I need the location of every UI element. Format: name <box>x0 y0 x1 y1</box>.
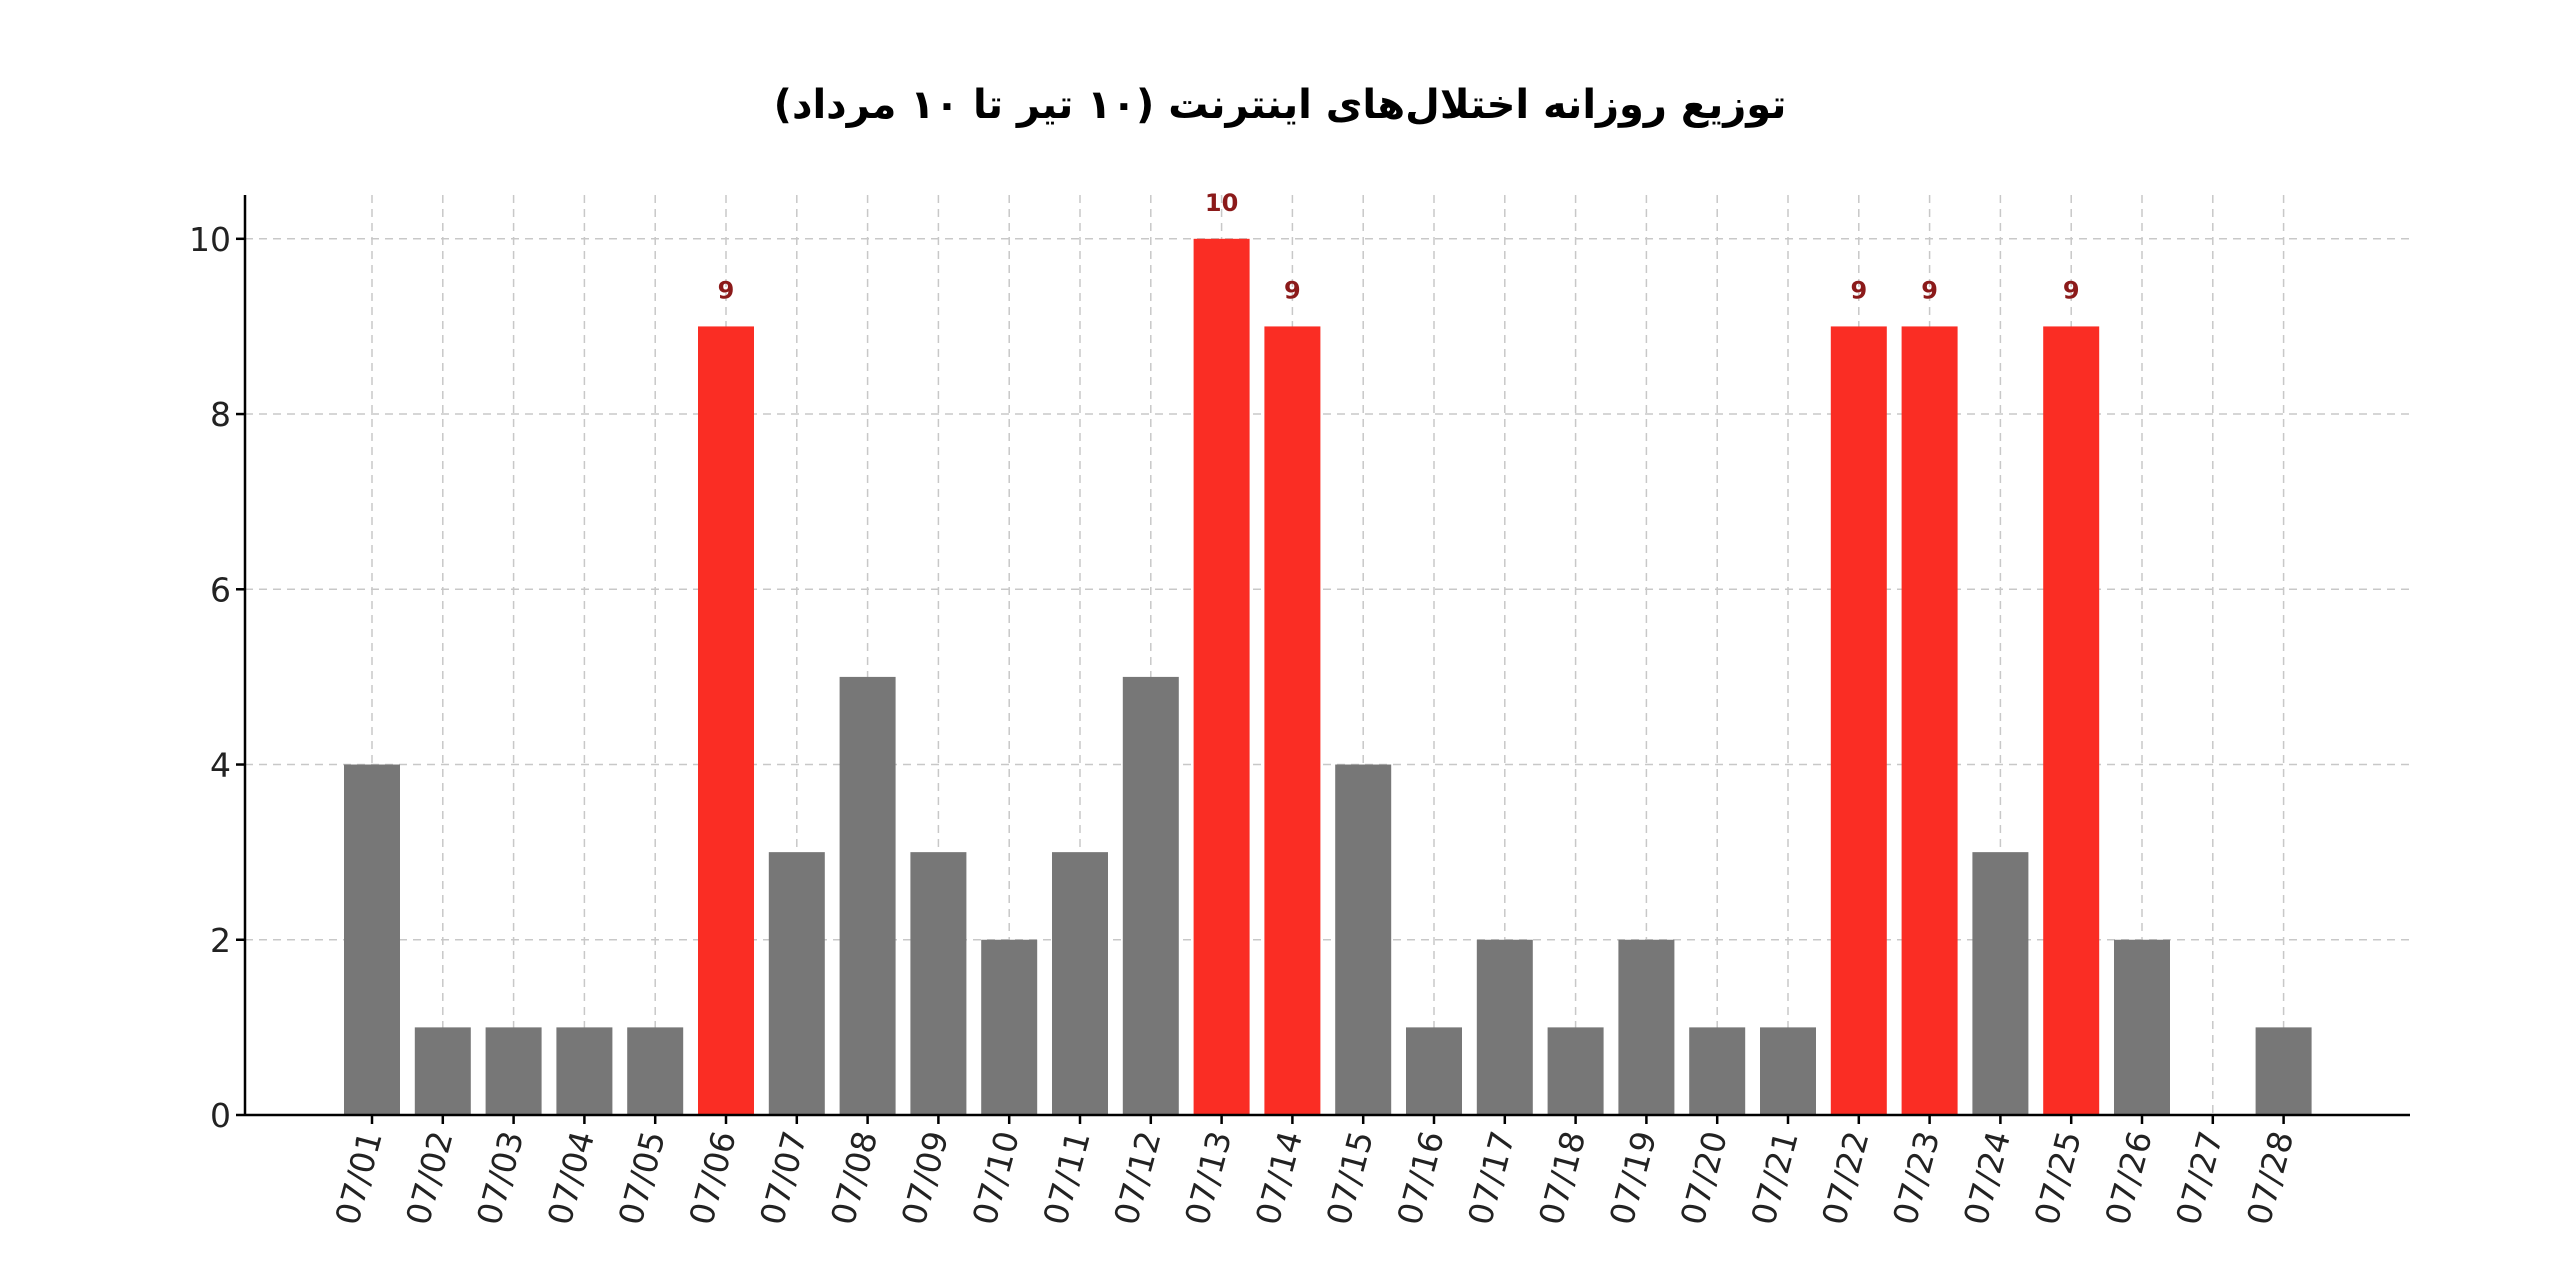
x-tick-label: 07/03 <box>469 1127 531 1229</box>
x-tick-label: 07/27 <box>2168 1127 2230 1229</box>
data-label: 9 <box>2063 276 2080 304</box>
x-tick-labels: 07/01 07/02 07/03 07/04 07/05 07/06 07/07 07/08… <box>327 1127 2301 1229</box>
y-tick-label: 4 <box>210 746 231 785</box>
x-tick-label: 07/19 <box>1602 1127 1664 1229</box>
chart-title: توزیع روزانه اختلال‌های اینترنت (۱۰ تیر … <box>774 82 1787 128</box>
y-tick-label: 0 <box>210 1096 231 1135</box>
x-tick-label: 07/07 <box>752 1127 814 1229</box>
x-tick-label: 07/01 <box>327 1127 389 1229</box>
bar-07-21 <box>1760 1027 1816 1115</box>
x-tick-label: 07/05 <box>611 1127 673 1229</box>
bar-07-13 <box>1193 238 1250 1116</box>
data-label: 10 <box>1205 189 1238 217</box>
data-label: 9 <box>1921 276 1938 304</box>
data-labels: 9 10 9 9 9 9 <box>718 189 2080 305</box>
x-tick-label: 07/08 <box>823 1127 885 1229</box>
bar-07-20 <box>1689 1027 1746 1115</box>
x-tick-label: 07/24 <box>1956 1127 2018 1229</box>
bars <box>344 238 2312 1116</box>
y-tick-labels: 0 2 4 6 8 10 <box>189 220 231 1135</box>
x-tick-label: 07/21 <box>1743 1127 1805 1229</box>
bar-07-19 <box>1618 939 1675 1115</box>
x-tick-label: 07/04 <box>540 1127 602 1229</box>
data-label: 9 <box>1284 276 1301 304</box>
y-tick-label: 6 <box>210 570 231 609</box>
bar-07-10 <box>981 939 1038 1115</box>
x-tick-label: 07/23 <box>1885 1127 1947 1229</box>
x-tick-label: 07/16 <box>1389 1127 1451 1229</box>
axes <box>236 195 2410 1124</box>
bar-07-11 <box>1052 852 1108 1115</box>
bar-07-08 <box>839 676 896 1115</box>
bar-07-15 <box>1335 764 1392 1115</box>
bar-07-12 <box>1122 676 1179 1115</box>
bar-07-04 <box>556 1027 613 1115</box>
x-tick-label: 07/06 <box>681 1127 743 1229</box>
x-tick-label: 07/09 <box>894 1127 956 1229</box>
bar-07-23 <box>1901 326 1958 1115</box>
x-tick-label: 07/17 <box>1460 1127 1522 1229</box>
x-tick-label: 07/22 <box>1814 1127 1876 1229</box>
y-tick-label: 8 <box>210 395 231 434</box>
x-tick-label: 07/25 <box>2027 1127 2089 1229</box>
bar-07-06 <box>698 326 754 1115</box>
grid <box>245 195 2410 1115</box>
x-tick-label: 07/10 <box>965 1127 1027 1229</box>
bar-07-22 <box>1830 326 1887 1115</box>
bar-07-25 <box>2043 326 2100 1115</box>
bar-07-28 <box>2255 1027 2312 1115</box>
data-label: 9 <box>1850 276 1867 304</box>
bar-07-26 <box>2114 939 2170 1115</box>
bar-07-24 <box>1972 852 2029 1115</box>
x-tick-label: 07/26 <box>2097 1127 2159 1229</box>
x-tick-label: 07/20 <box>1673 1127 1735 1229</box>
bar-07-05 <box>627 1027 684 1115</box>
x-tick-label: 07/15 <box>1319 1127 1381 1229</box>
x-tick-label: 07/02 <box>398 1127 460 1229</box>
data-label: 9 <box>718 276 735 304</box>
x-tick-label: 07/28 <box>2239 1127 2301 1229</box>
bar-07-07 <box>768 852 825 1115</box>
bar-07-16 <box>1406 1027 1462 1115</box>
bar-07-14 <box>1264 326 1321 1115</box>
y-tick-label: 10 <box>189 220 231 259</box>
y-tick-label: 2 <box>210 921 231 960</box>
x-tick-label: 07/14 <box>1248 1127 1310 1229</box>
bar-07-03 <box>485 1027 542 1115</box>
x-tick-label: 07/13 <box>1177 1127 1239 1229</box>
bar-07-09 <box>910 852 967 1115</box>
bar-07-01 <box>344 764 400 1115</box>
x-tick-label: 07/12 <box>1106 1127 1168 1229</box>
x-tick-label: 07/18 <box>1531 1127 1593 1229</box>
bar-07-18 <box>1547 1027 1604 1115</box>
bar-07-17 <box>1476 939 1533 1115</box>
x-tick-label: 07/11 <box>1035 1127 1097 1229</box>
bar-07-02 <box>414 1027 471 1115</box>
